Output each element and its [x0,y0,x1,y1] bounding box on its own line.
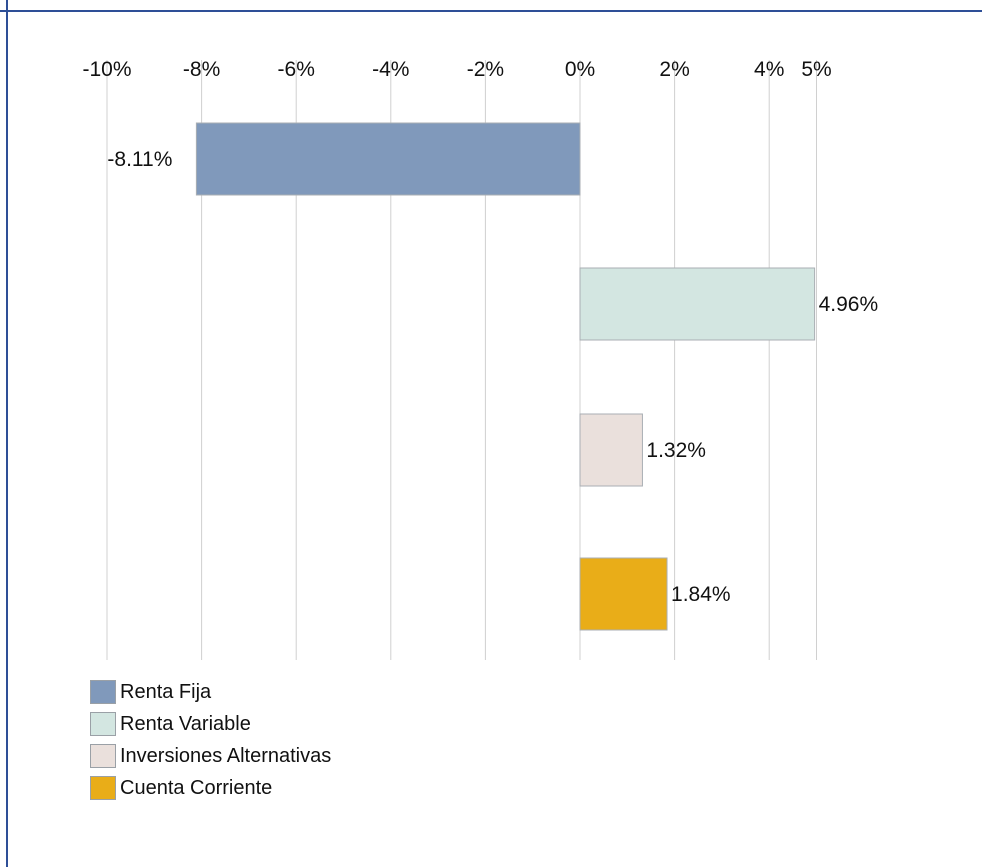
legend-label: Inversiones Alternativas [120,744,332,767]
bar-renta-variable [579,267,816,341]
bars [195,122,816,631]
data-labels: -8.11% 4.96% 1.32% 1.84% [107,148,878,606]
x-axis-tick-labels: -10% -8% -6% -4% -2% 0% 2% 4% 5% [82,58,831,81]
legend: Renta Fija Renta Variable Inversiones Alte… [90,676,331,804]
x-tick-label: 5% [801,58,831,81]
bar-cuenta-corriente [579,557,668,631]
x-tick-label: 2% [659,58,689,81]
x-tick-label: -4% [372,58,409,81]
legend-swatch [90,744,116,768]
data-label: -8.11% [107,148,172,171]
legend-item: Inversiones Alternativas [90,740,331,772]
data-label: 1.84% [671,583,731,606]
legend-label: Renta Variable [120,712,251,735]
data-label: 1.32% [646,439,706,462]
legend-label: Renta Fija [120,680,212,703]
legend-item: Cuenta Corriente [90,772,331,804]
legend-swatch [90,680,116,704]
x-tick-label: -6% [278,58,315,81]
legend-item: Renta Variable [90,708,331,740]
x-tick-label: -2% [467,58,504,81]
data-label: 4.96% [819,293,879,316]
legend-label: Cuenta Corriente [120,776,273,799]
legend-item: Renta Fija [90,676,331,708]
bar-renta-fija [195,122,581,196]
x-tick-label: 4% [754,58,784,81]
bar-inversiones-alternativas [579,413,643,487]
x-tick-label: -10% [82,58,131,81]
legend-swatch [90,712,116,736]
x-tick-label: 0% [565,58,595,81]
x-tick-label: -8% [183,58,220,81]
legend-swatch [90,776,116,800]
